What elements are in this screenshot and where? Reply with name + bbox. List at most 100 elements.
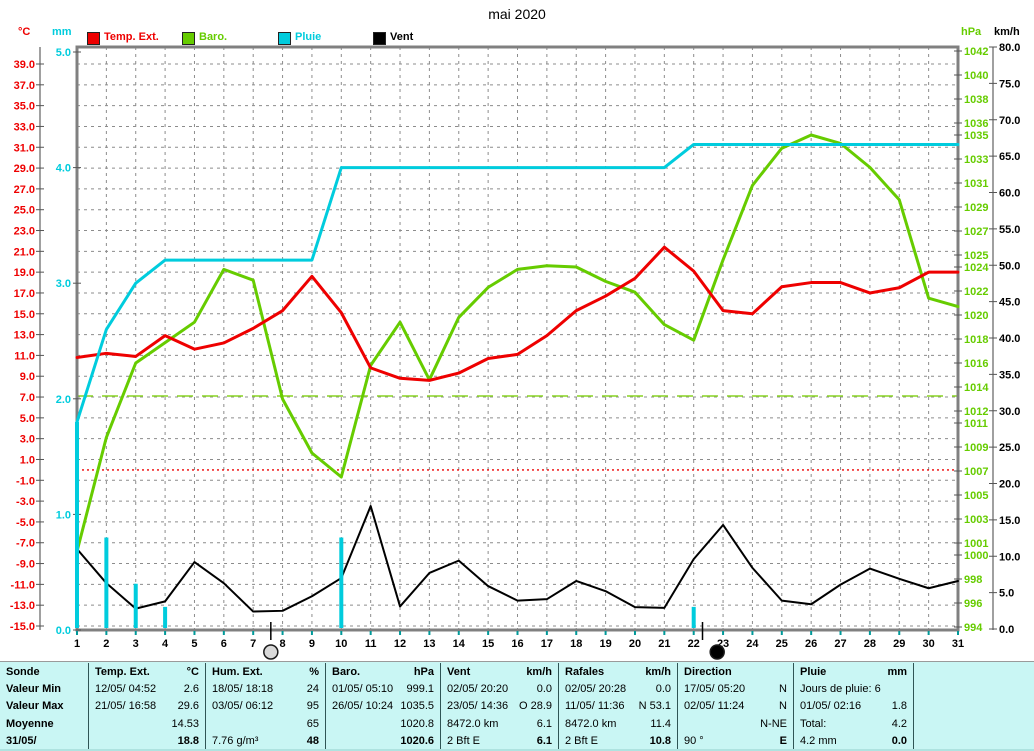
legend-label: Baro.	[199, 31, 228, 43]
table-col-empty	[913, 663, 1034, 749]
table-data-row: 90 ° E	[678, 733, 793, 750]
day-label: 28	[864, 638, 876, 650]
wind-tick-label: 20.0	[999, 479, 1020, 491]
legend-swatch-icon	[87, 32, 100, 45]
table-data-row: 18.8	[89, 733, 205, 750]
table-cell-value: 6.1	[536, 717, 552, 730]
table-cell-left: 8472.0 km	[447, 717, 499, 730]
wind-tick-label: 35.0	[999, 369, 1020, 381]
day-label: 15	[482, 638, 494, 650]
table-data-row: 65	[206, 715, 325, 732]
baro-series-line	[75, 133, 960, 553]
temp-tick-label: 31.0	[14, 142, 35, 154]
table-cell-value: 1020.6	[400, 735, 434, 748]
wind-tick-label: 50.0	[999, 260, 1020, 272]
table-cell-value: 29.6	[177, 700, 199, 713]
baro-tick-label: 994	[964, 622, 983, 634]
table-data-row: 01/05/ 02:16 1.8	[794, 698, 913, 715]
day-label: 6	[221, 638, 227, 650]
temp-tick-label: 35.0	[14, 101, 35, 113]
day-label: 16	[511, 638, 523, 650]
temp-tick-label: 19.0	[14, 267, 35, 279]
day-label: 17	[541, 638, 553, 650]
day-label: 4	[162, 638, 169, 650]
table-cell-value: N	[779, 700, 787, 713]
table-data-row: 8472.0 km 6.1	[441, 715, 558, 732]
rain-day-bar	[75, 421, 79, 628]
temp-series-line	[75, 245, 960, 382]
table-data-row: 01/05/ 05:10 999.1	[326, 680, 440, 697]
temp-tick-label: -9.0	[16, 559, 35, 571]
table-data-row: 7.76 g/m³ 48	[206, 733, 325, 750]
wind-tick-label: 70.0	[999, 115, 1020, 127]
temp-tick-label: -13.0	[10, 600, 35, 612]
table-cell-left: 18/05/ 18:18	[212, 683, 274, 696]
baro-tick-label: 1035	[964, 130, 988, 142]
table-cell-left: Hum. Ext.	[212, 665, 263, 678]
day-label: 19	[599, 638, 611, 650]
legend-label: Temp. Ext.	[104, 31, 159, 43]
temp-tick-label: -1.0	[16, 475, 35, 487]
day-label: 27	[834, 638, 846, 650]
day-label: 11	[365, 638, 377, 650]
table-cell-left: 2 Bft E	[565, 735, 599, 748]
baro-tick-label: 1009	[964, 442, 988, 454]
table-cell-left: 12/05/ 04:52	[95, 683, 157, 696]
table-cell-value: 2.6	[183, 683, 199, 696]
table-cell-value: 999.1	[406, 683, 434, 696]
wind-tick-label: 80.0	[999, 42, 1020, 54]
rain-day-bar	[339, 537, 344, 628]
table-cell-value: 24	[306, 683, 319, 696]
table-cell-left: Baro.	[332, 665, 361, 678]
baro-axis-unit-label: hPa	[961, 26, 982, 38]
baro-tick-label: 996	[964, 598, 982, 610]
wind-tick-label: 10.0	[999, 551, 1020, 563]
day-label: 10	[335, 638, 347, 650]
table-data-row: 2 Bft E 6.1	[441, 733, 558, 750]
table-cell-left: Sonde	[6, 665, 40, 678]
table-cell-left: 01/05/ 02:16	[800, 700, 862, 713]
table-cell-value: 65	[306, 717, 319, 730]
day-label: 22	[688, 638, 700, 650]
table-cell-value: 0.0	[655, 683, 671, 696]
table-cell-left: Total:	[800, 717, 827, 730]
table-cell-left: Valeur Min	[6, 683, 62, 696]
day-label: 13	[423, 638, 435, 650]
day-label: 12	[394, 638, 406, 650]
table-cell-value: N	[779, 683, 787, 696]
table-cell-value: 10.8	[649, 735, 671, 748]
temp-tick-label: 3.0	[20, 434, 35, 446]
rain-day-bar	[133, 583, 138, 628]
table-cell-left: 8472.0 km	[565, 717, 617, 730]
table-col-direction: Direction 17/05/ 05:20 N 02/05/ 11:24 N N-NE 9…	[677, 663, 793, 749]
table-cell-value: 0.0	[891, 735, 907, 748]
table-header-row: Direction	[678, 663, 793, 680]
temp-tick-label: 7.0	[20, 392, 35, 404]
table-data-row: 02/05/ 20:28 0.0	[559, 680, 677, 697]
day-label: 20	[629, 638, 641, 650]
baro-tick-label: 1003	[964, 514, 988, 526]
table-data-row: 8472.0 km 11.4	[559, 715, 677, 732]
table-data-row: 11/05/ 11:36 N 53.1	[559, 698, 677, 715]
baro-tick-label: 1016	[964, 358, 988, 370]
table-cell-left: 01/05/ 05:10	[332, 683, 394, 696]
temp-tick-label: 5.0	[20, 413, 35, 425]
day-label: 24	[746, 638, 759, 650]
baro-tick-label: 998	[964, 574, 982, 586]
day-label: 2	[103, 638, 109, 650]
table-cell-value: %	[309, 665, 319, 678]
table-data-row: 12/05/ 04:52 2.6	[89, 680, 205, 697]
day-label: 25	[776, 638, 788, 650]
table-cell-left: 21/05/ 16:58	[95, 700, 157, 713]
day-label: 21	[658, 638, 670, 650]
temp-tick-label: -11.0	[11, 579, 35, 591]
day-label: 5	[191, 638, 197, 650]
baro-tick-label: 1018	[964, 334, 988, 346]
baro-tick-label: 1014	[964, 382, 989, 394]
table-cell-left: Rafales	[565, 665, 605, 678]
full-moon-icon	[263, 644, 279, 660]
table-data-row: Jours de pluie: 6	[794, 680, 913, 697]
table-bottom-edge	[0, 749, 1034, 751]
table-cell-left: 7.76 g/m³	[212, 735, 259, 748]
